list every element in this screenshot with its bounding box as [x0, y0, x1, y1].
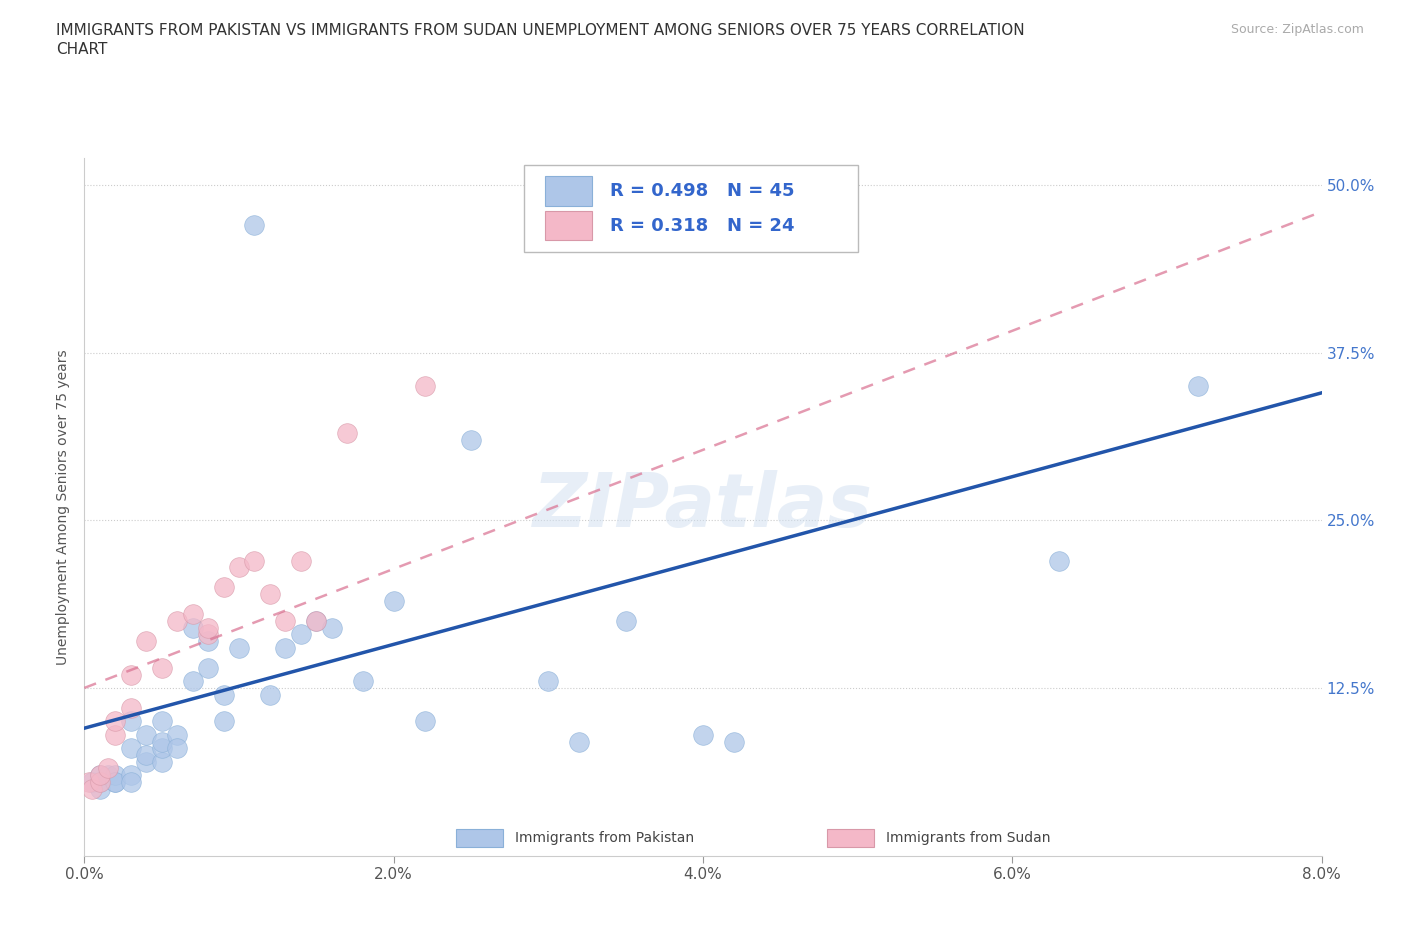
Point [120, 767, 142, 782]
Point [1187, 379, 1209, 393]
Point [89, 767, 111, 782]
Point [228, 560, 250, 575]
Point [290, 627, 312, 642]
Point [120, 741, 142, 756]
Point [723, 734, 745, 749]
Point [96, 761, 118, 776]
FancyBboxPatch shape [544, 177, 592, 206]
Point [150, 714, 173, 729]
Point [336, 426, 359, 441]
Point [305, 614, 328, 629]
Point [243, 218, 266, 232]
Text: IMMIGRANTS FROM PAKISTAN VS IMMIGRANTS FROM SUDAN UNEMPLOYMENT AMONG SENIORS OVE: IMMIGRANTS FROM PAKISTAN VS IMMIGRANTS F… [56, 23, 1025, 38]
Point [82, 781, 104, 796]
Point [135, 727, 157, 742]
Point [305, 614, 328, 629]
Point [181, 673, 204, 688]
Text: R = 0.498   N = 45: R = 0.498 N = 45 [610, 182, 794, 200]
Point [212, 687, 235, 702]
Point [243, 553, 266, 568]
Point [274, 614, 297, 629]
Point [259, 587, 281, 602]
Point [568, 734, 591, 749]
Text: Source: ZipAtlas.com: Source: ZipAtlas.com [1230, 23, 1364, 36]
Point [96, 767, 118, 782]
Point [181, 606, 204, 621]
Point [82, 775, 104, 790]
Point [692, 727, 714, 742]
Point [104, 775, 127, 790]
Point [274, 640, 297, 655]
Point [382, 593, 405, 608]
FancyBboxPatch shape [544, 211, 592, 241]
Point [120, 775, 142, 790]
Point [1047, 553, 1070, 568]
Point [352, 673, 374, 688]
Point [120, 700, 142, 715]
Point [120, 667, 142, 682]
Point [104, 775, 127, 790]
Point [150, 734, 173, 749]
FancyBboxPatch shape [456, 830, 502, 847]
Y-axis label: Unemployment Among Seniors over 75 years: Unemployment Among Seniors over 75 years [56, 349, 70, 665]
Point [197, 627, 219, 642]
Point [166, 727, 188, 742]
Point [413, 379, 436, 393]
FancyBboxPatch shape [523, 166, 858, 252]
Point [181, 620, 204, 635]
Point [77, 775, 100, 790]
Point [212, 580, 235, 595]
Point [89, 767, 111, 782]
Point [135, 748, 157, 763]
Text: R = 0.318   N = 24: R = 0.318 N = 24 [610, 217, 794, 234]
Point [104, 714, 127, 729]
Point [150, 754, 173, 769]
Point [228, 640, 250, 655]
Point [104, 727, 127, 742]
Point [197, 620, 219, 635]
Point [259, 687, 281, 702]
Point [104, 767, 127, 782]
Point [197, 633, 219, 648]
Text: Immigrants from Sudan: Immigrants from Sudan [886, 831, 1050, 845]
Point [197, 660, 219, 675]
Point [89, 775, 111, 790]
Text: Immigrants from Pakistan: Immigrants from Pakistan [515, 831, 695, 845]
FancyBboxPatch shape [827, 830, 873, 847]
Point [212, 714, 235, 729]
Point [150, 660, 173, 675]
Point [413, 714, 436, 729]
Point [166, 614, 188, 629]
Point [537, 673, 560, 688]
Point [290, 553, 312, 568]
Point [89, 775, 111, 790]
Point [321, 620, 343, 635]
Point [614, 614, 637, 629]
Point [89, 781, 111, 796]
Point [135, 633, 157, 648]
Point [120, 714, 142, 729]
Text: CHART: CHART [56, 42, 108, 57]
Point [166, 741, 188, 756]
Point [135, 754, 157, 769]
Point [460, 432, 482, 447]
Point [150, 741, 173, 756]
Text: ZIPatlas: ZIPatlas [533, 471, 873, 543]
